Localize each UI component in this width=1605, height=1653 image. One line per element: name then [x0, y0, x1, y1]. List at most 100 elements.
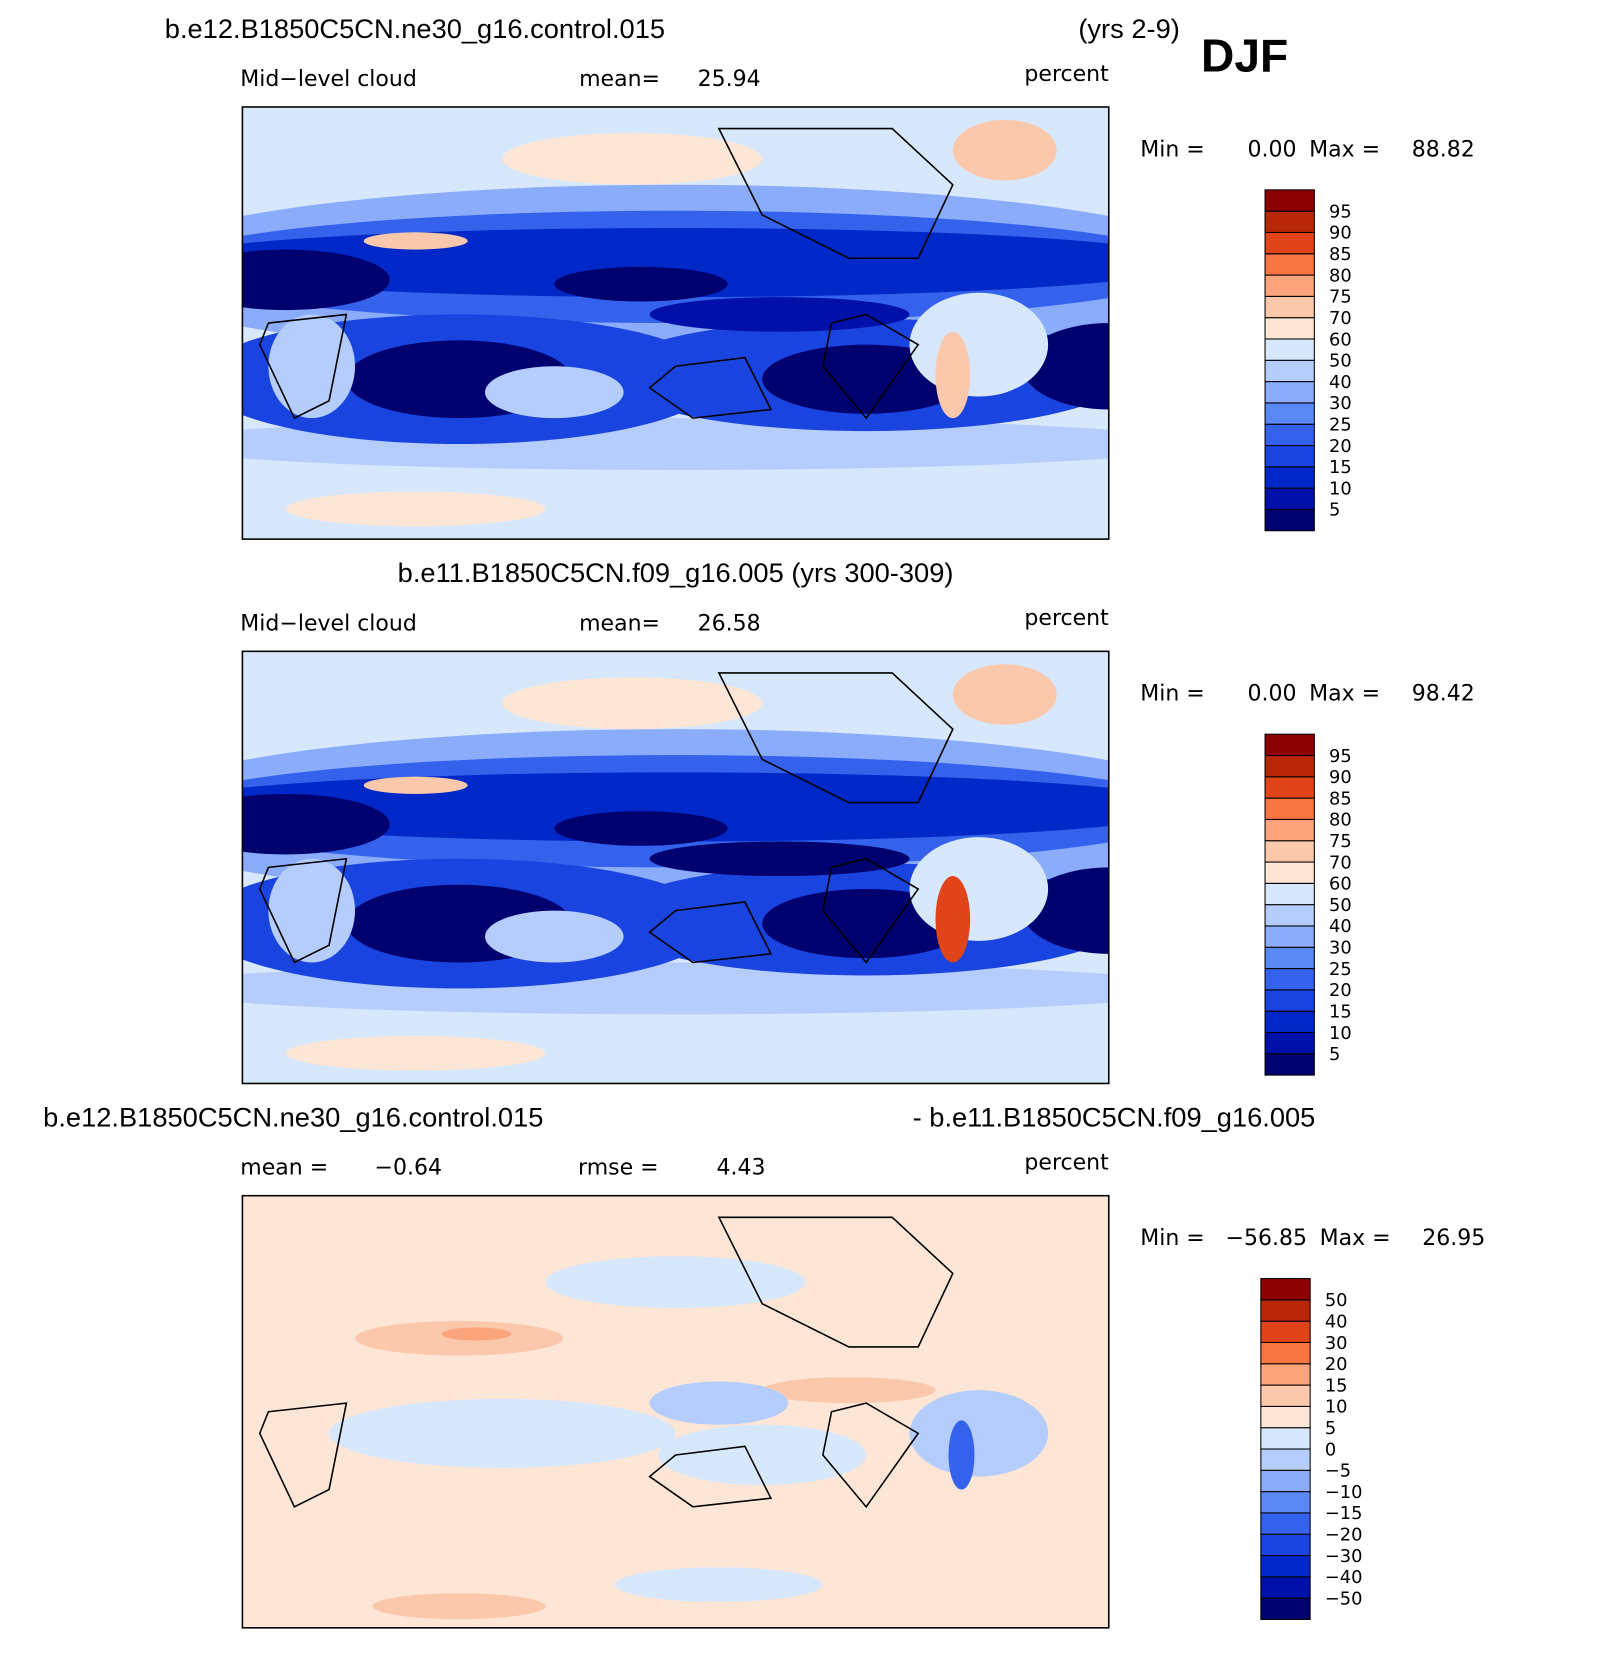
colorbar-label: 80: [1329, 810, 1352, 831]
map-field: [242, 106, 1109, 540]
colorbar-label: 20: [1329, 436, 1352, 457]
min-value: 0.00: [1247, 137, 1296, 162]
max-label: Max =: [1320, 1226, 1391, 1251]
colorbar-label: −5: [1325, 1461, 1351, 1482]
panel-title-left: b.e12.B1850C5CN.ne30_g16.control.015: [43, 1101, 543, 1132]
colorbar-label: 15: [1329, 457, 1352, 478]
colorbar-box: [1260, 1341, 1311, 1365]
colorbar-label: −20: [1325, 1525, 1363, 1546]
coastline: [822, 1402, 920, 1509]
colorbar-box: [1264, 231, 1315, 255]
map-frame: [241, 650, 1110, 1085]
colorbar-box: [1260, 1576, 1311, 1599]
mean-label: mean=: [579, 67, 660, 92]
colorbar-box: [1264, 904, 1315, 927]
colorbar-label: 85: [1329, 244, 1352, 265]
colorbar-label: 50: [1329, 895, 1352, 916]
contour: [441, 1327, 511, 1341]
colorbar-label: 75: [1329, 831, 1352, 852]
colorbar-label: −15: [1325, 1503, 1363, 1524]
colorbar-box: [1264, 1010, 1315, 1033]
colorbar-box: [1264, 444, 1315, 468]
colorbar-label: 10: [1329, 478, 1352, 499]
colorbar-box: [1260, 1469, 1311, 1493]
colorbar-box: [1260, 1299, 1311, 1322]
colorbar-label: 60: [1329, 874, 1352, 895]
colorbar-label: 70: [1329, 308, 1352, 329]
colorbar-box: [1264, 466, 1315, 489]
mean-label: mean =: [240, 1156, 328, 1181]
colorbar-box: [1264, 210, 1315, 233]
colorbar-label: −40: [1325, 1567, 1363, 1588]
max-value: 26.95: [1422, 1226, 1485, 1251]
colorbar-label: 20: [1329, 980, 1352, 1001]
colorbar-box: [1264, 840, 1315, 863]
coastline: [822, 857, 920, 964]
contour: [649, 1381, 789, 1425]
contour: [952, 119, 1057, 181]
contour: [285, 491, 546, 527]
colorbar-box: [1264, 338, 1315, 361]
coastline: [648, 901, 773, 964]
contour: [268, 858, 356, 963]
colorbar-box: [1264, 733, 1315, 757]
colorbar-box: [1260, 1554, 1311, 1578]
field-name: Mid−level cloud: [240, 67, 417, 92]
contour: [554, 811, 728, 846]
colorbar-box: [1264, 861, 1315, 884]
colorbar-box: [1264, 317, 1315, 340]
contour: [372, 1593, 546, 1620]
colorbar-label: 95: [1329, 746, 1352, 767]
min-value: 0.00: [1247, 682, 1296, 707]
contour: [614, 1567, 823, 1602]
max-value: 98.42: [1412, 682, 1475, 707]
max-label: Max =: [1309, 137, 1380, 162]
colorbar-box: [1264, 402, 1315, 425]
colorbar-box: [1260, 1278, 1311, 1301]
colorbar-box: [1264, 423, 1315, 447]
map: [241, 106, 1110, 540]
colorbar-label: 20: [1325, 1354, 1348, 1375]
contour: [484, 910, 624, 963]
panel-title: b.e11.B1850C5CN.f09_g16.005 (yrs 300-309…: [398, 557, 954, 588]
map: [241, 650, 1110, 1085]
coastline: [648, 1445, 773, 1508]
rmse-label: rmse =: [578, 1156, 659, 1181]
colorbar-box: [1264, 946, 1315, 970]
field-name: Mid−level cloud: [240, 611, 417, 636]
colorbar-box: [1264, 797, 1315, 820]
colorbar-box: [1264, 818, 1315, 842]
contour: [948, 1420, 975, 1490]
contour: [242, 249, 390, 311]
units: percent: [1024, 62, 1109, 87]
min-label: Min =: [1140, 1226, 1205, 1251]
colorbar-box: [1264, 776, 1315, 799]
max-value: 88.82: [1412, 137, 1475, 162]
colorbar-box: [1264, 1031, 1315, 1055]
colorbar-box: [1260, 1533, 1311, 1557]
colorbar-label: 5: [1329, 500, 1340, 521]
colorbar-label: 10: [1329, 1023, 1352, 1044]
contour: [285, 1035, 546, 1071]
contour: [545, 1256, 806, 1309]
colorbar-label: 10: [1325, 1397, 1348, 1418]
colorbar-box: [1260, 1320, 1311, 1343]
contour: [909, 837, 1049, 941]
colorbar-label: 90: [1329, 223, 1352, 244]
colorbar-box: [1264, 189, 1315, 212]
colorbar-label: 15: [1325, 1375, 1348, 1396]
colorbar-box: [1264, 989, 1315, 1012]
min-label: Min =: [1140, 137, 1205, 162]
contour: [502, 677, 763, 730]
colorbar-label: 30: [1329, 393, 1352, 414]
contour: [649, 297, 910, 332]
coastline: [717, 1216, 954, 1348]
map: [241, 1194, 1110, 1629]
mean-value: −0.64: [375, 1156, 442, 1181]
contour: [935, 331, 971, 419]
colorbar-label: 70: [1329, 852, 1352, 873]
contour: [935, 876, 971, 963]
colorbar-box: [1264, 1053, 1315, 1076]
years: (yrs 2-9): [1078, 13, 1180, 44]
